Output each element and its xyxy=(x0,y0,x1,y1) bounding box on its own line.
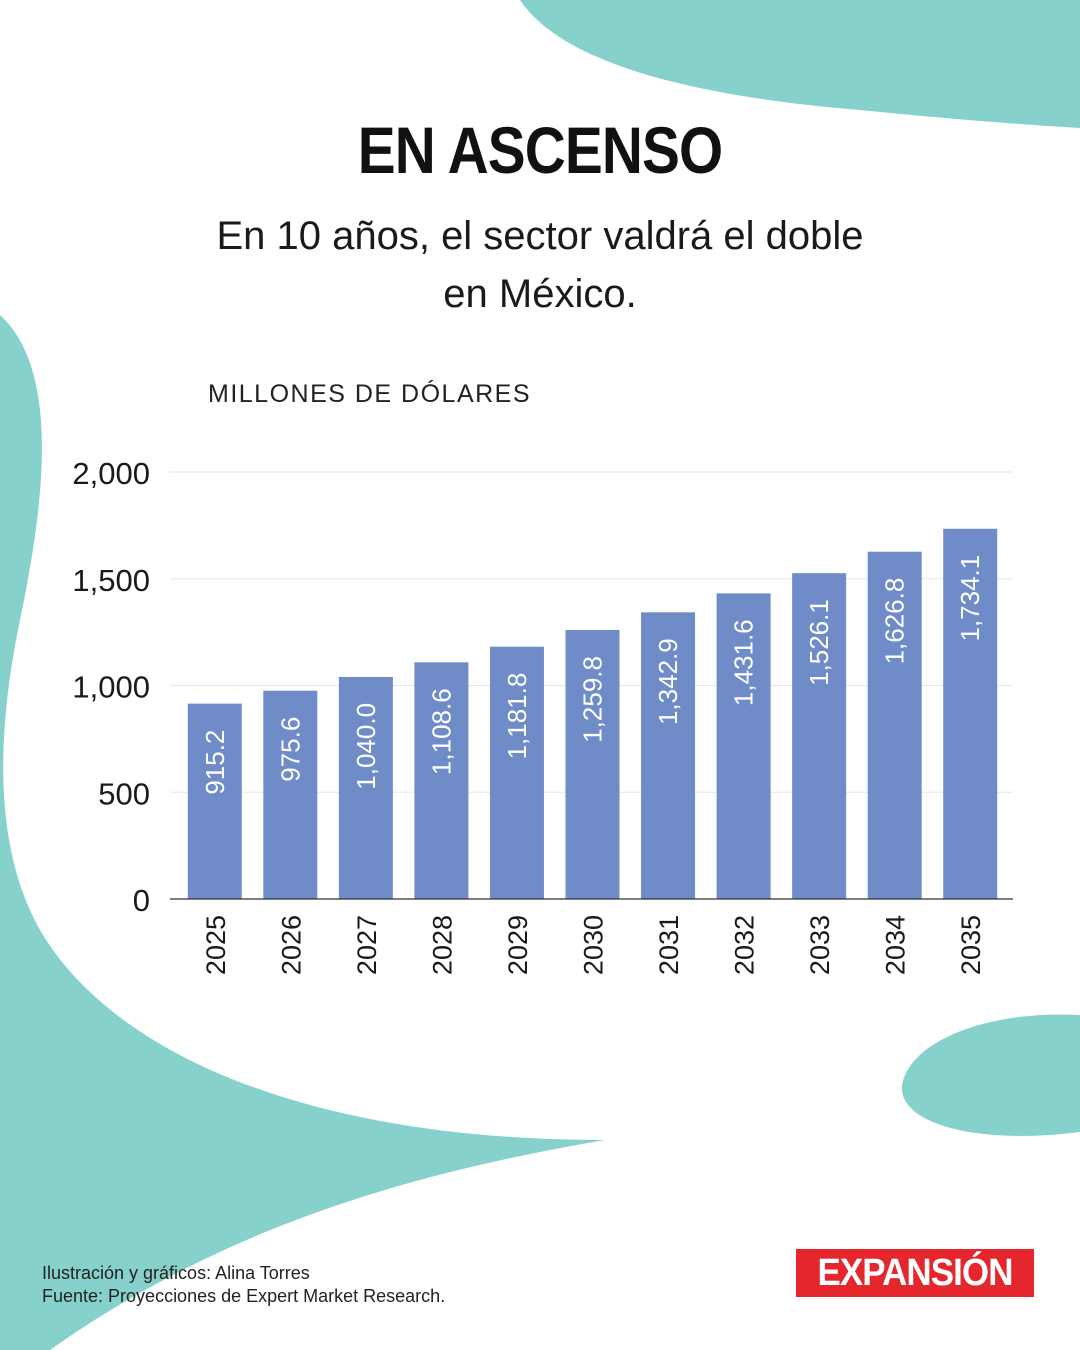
bar-value-label: 1,626.8 xyxy=(880,578,910,665)
page-subtitle: En 10 años, el sector valdrá el doble en… xyxy=(140,207,940,323)
x-tick-label: 2032 xyxy=(730,915,760,975)
bar xyxy=(338,676,393,899)
y-tick-label: 1,500 xyxy=(72,563,150,598)
x-tick-label: 2031 xyxy=(654,915,684,975)
bar xyxy=(943,528,998,899)
bar-value-label: 1,431.6 xyxy=(729,619,759,706)
bar xyxy=(792,573,847,899)
subtitle-line-1: En 10 años, el sector valdrá el doble xyxy=(216,214,864,258)
x-tick-label: 2030 xyxy=(579,915,609,975)
bar-value-label: 1,526.1 xyxy=(804,599,834,686)
right-bottom-blob xyxy=(901,1014,1080,1136)
x-tick-label: 2028 xyxy=(427,915,457,975)
top-right-blob xyxy=(520,0,1080,128)
x-tick-label: 2033 xyxy=(805,915,835,975)
bar-value-label: 915.2 xyxy=(200,730,230,795)
bar-chart: 0 500 1,000 1,500 2,000 915.2 2025 975.6 2026 1,0… xyxy=(72,456,1013,975)
bar-value-label: 1,734.1 xyxy=(955,555,985,642)
bar xyxy=(565,630,620,899)
bar-value-label: 1,259.8 xyxy=(578,656,608,743)
y-axis-unit-label: MILLONES DE DÓLARES xyxy=(208,380,532,408)
bar xyxy=(187,703,242,899)
y-tick-label: 2,000 xyxy=(72,456,150,491)
left-bottom-blob xyxy=(0,315,605,1350)
bar-value-label: 1,342.9 xyxy=(653,638,683,725)
bar xyxy=(489,646,544,899)
footer-credits: Ilustración y gráficos: Alina Torres Fue… xyxy=(42,1262,445,1308)
x-tick-label: 2029 xyxy=(503,915,533,975)
illustration-credit: Ilustración y gráficos: Alina Torres xyxy=(42,1263,310,1283)
x-tick-label: 2027 xyxy=(352,915,382,975)
bar-value-label: 1,108.6 xyxy=(426,688,456,775)
bar-value-label: 975.6 xyxy=(275,717,305,782)
x-tick-label: 2026 xyxy=(276,915,306,975)
bar xyxy=(867,551,922,899)
bar xyxy=(716,593,771,899)
x-tick-label: 2025 xyxy=(201,915,231,975)
subtitle-line-2: en México. xyxy=(443,272,637,316)
bar-value-label: 1,181.8 xyxy=(502,673,532,760)
bar-value-label: 1,040.0 xyxy=(351,703,381,790)
bar xyxy=(263,690,318,899)
y-tick-label: 500 xyxy=(98,776,150,811)
y-tick-label: 0 xyxy=(133,883,150,918)
x-tick-label: 2034 xyxy=(881,915,911,975)
x-tick-label: 2035 xyxy=(956,915,986,975)
logo-text: EXPANSIÓN xyxy=(817,1251,1013,1294)
bar xyxy=(641,612,696,899)
y-tick-label: 1,000 xyxy=(72,670,150,705)
page-title: EN ASCENSO xyxy=(357,113,723,187)
bar xyxy=(414,662,469,899)
expansion-logo: EXPANSIÓN xyxy=(796,1249,1034,1297)
data-source: Fuente: Proyecciones de Expert Market Re… xyxy=(42,1286,446,1306)
